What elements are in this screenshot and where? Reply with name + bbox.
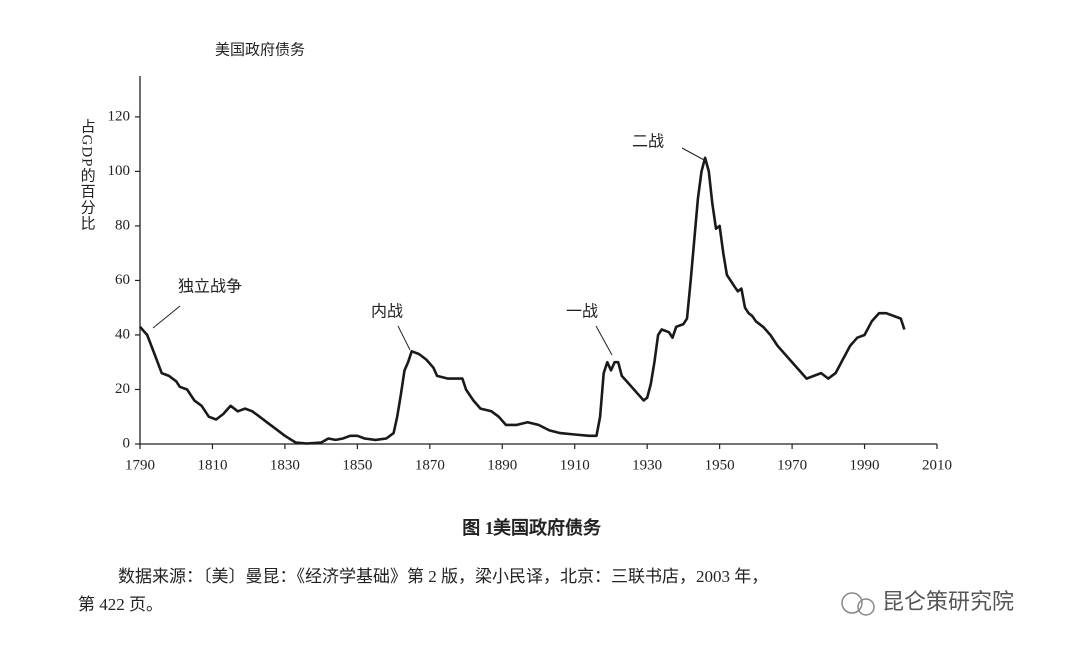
- annotation: 一战: [566, 303, 598, 321]
- x-tick-label: 1970: [777, 457, 807, 473]
- annotation: 独立战争: [178, 278, 242, 296]
- watermark-icon: [841, 592, 875, 616]
- x-tick-label: 1790: [125, 457, 155, 473]
- watermark: 昆仑策研究院: [882, 590, 1014, 615]
- annotation: 内战: [371, 303, 403, 321]
- x-tick-label: 1990: [850, 457, 880, 473]
- debt-line: [139, 156, 906, 445]
- x-tick-label: 1950: [705, 457, 735, 473]
- y-tick-label: 100: [108, 163, 131, 179]
- y-tick-label: 120: [108, 108, 131, 124]
- y-axis-label: 占GDP的百分比: [79, 118, 96, 231]
- x-tick-label: 1810: [197, 457, 227, 473]
- caption-title: 美国政府债务: [493, 517, 602, 538]
- y-tick-label: 80: [115, 217, 130, 233]
- x-tick-label: 1910: [560, 457, 590, 473]
- source-line: 数据来源：〔美〕曼昆：《经济学基础》第 2 版，梁小民译，北京：三联书店，200…: [118, 567, 768, 586]
- annotation-pointer: [152, 305, 181, 329]
- x-tick-label: 1850: [342, 457, 372, 473]
- y-tick-label: 60: [115, 272, 130, 288]
- annotation-pointer: [595, 325, 613, 356]
- x-tick-label: 1870: [415, 457, 445, 473]
- chart-title: 美国政府债务: [215, 41, 305, 58]
- y-tick-label: 40: [115, 326, 130, 342]
- y-tick-label: 20: [115, 381, 130, 397]
- x-tick-label: 1890: [487, 457, 517, 473]
- x-tick-label: 1930: [632, 457, 662, 473]
- source-line: 第 422 页。: [78, 595, 163, 614]
- x-tick-label: 2010: [922, 457, 952, 473]
- y-tick-label: 0: [123, 435, 131, 451]
- annotation-pointer: [397, 325, 411, 351]
- caption-number: 图 1: [462, 518, 494, 538]
- x-tick-label: 1830: [270, 457, 300, 473]
- annotation: 二战: [632, 133, 664, 151]
- annotation-pointer: [681, 147, 707, 162]
